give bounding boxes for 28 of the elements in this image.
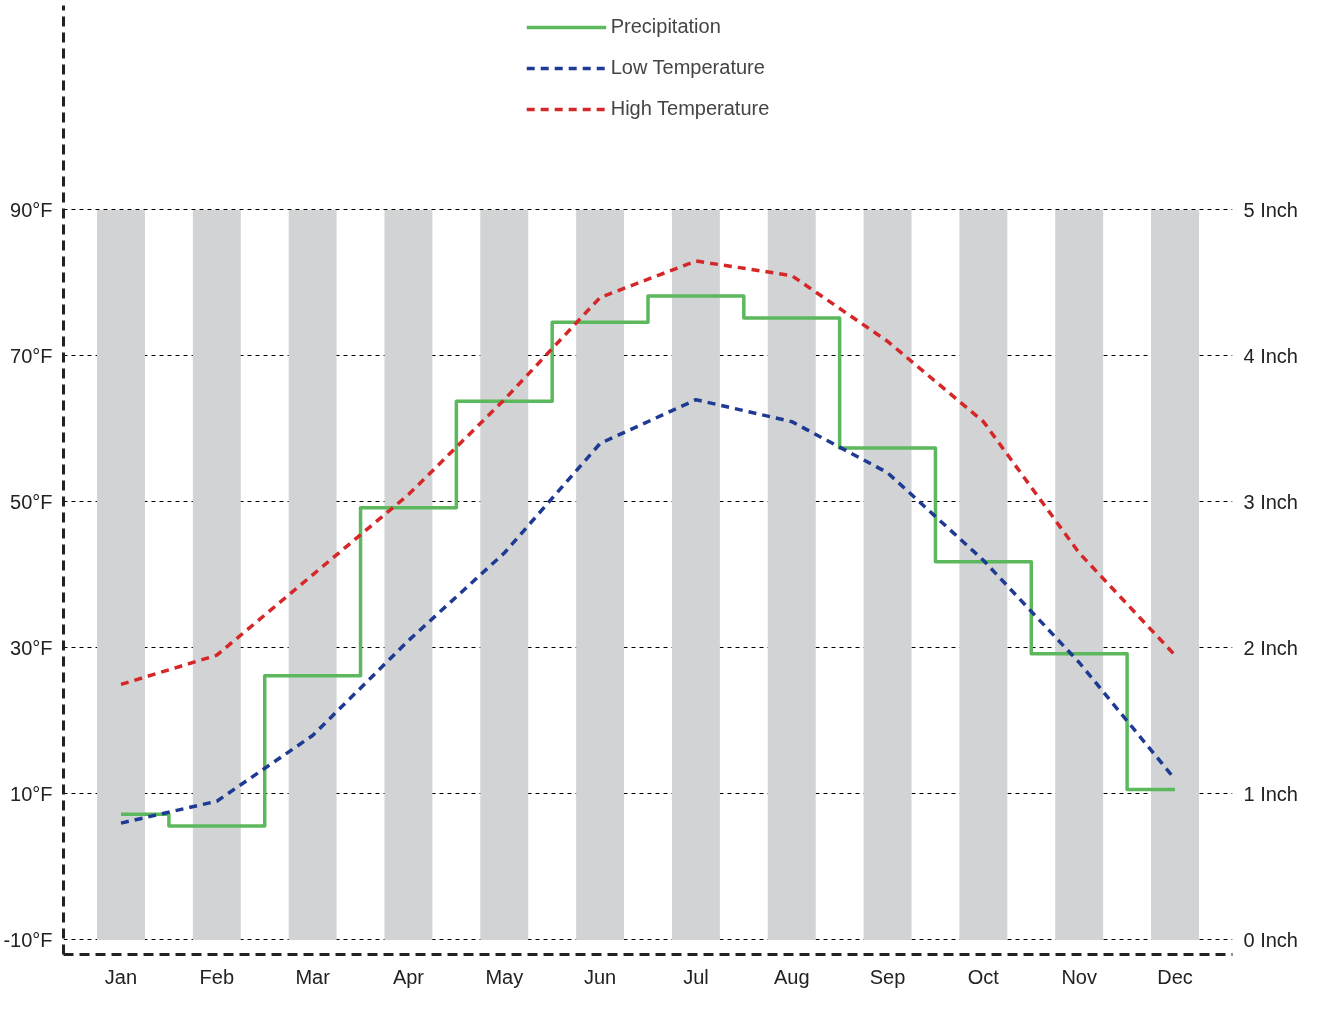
line-series (119, 259, 1177, 687)
x-tick-label: May (485, 965, 524, 988)
y2-tick-label: 5 Inch (1243, 198, 1298, 221)
y2-tick-label: 0 Inch (1243, 928, 1298, 951)
y-tick-label: -10°F (3, 928, 53, 951)
x-tick-label: Jul (683, 965, 709, 988)
x-tick-label: Dec (1157, 965, 1193, 988)
x-tick-label: Jan (104, 965, 138, 988)
y2-tick-label: 2 Inch (1243, 636, 1298, 659)
x-tick-label: Feb (199, 965, 235, 988)
y-tick-label: 30°F (10, 636, 53, 659)
y-tick-label: 10°F (10, 782, 53, 805)
x-tick-label: Mar (295, 965, 331, 988)
x-tick-label: Oct (967, 965, 1000, 988)
x-tick-label: Sep (869, 965, 906, 988)
x-tick-label: Nov (1061, 965, 1097, 988)
y-tick-label: 90°F (10, 198, 53, 221)
y2-tick-label: 1 Inch (1243, 782, 1298, 805)
legend-label: Precipitation (610, 15, 721, 38)
y-tick-label: 70°F (10, 344, 53, 367)
x-tick-label: Apr (392, 965, 425, 988)
x-tick-label: Jun (583, 965, 617, 988)
legend-label: Low Temperature (610, 56, 765, 79)
x-tick-label: Aug (773, 965, 810, 988)
y2-tick-label: 3 Inch (1243, 490, 1298, 513)
y2-tick-label: 4 Inch (1243, 344, 1298, 367)
y-tick-label: 50°F (10, 490, 53, 513)
legend-label: High Temperature (610, 97, 770, 120)
